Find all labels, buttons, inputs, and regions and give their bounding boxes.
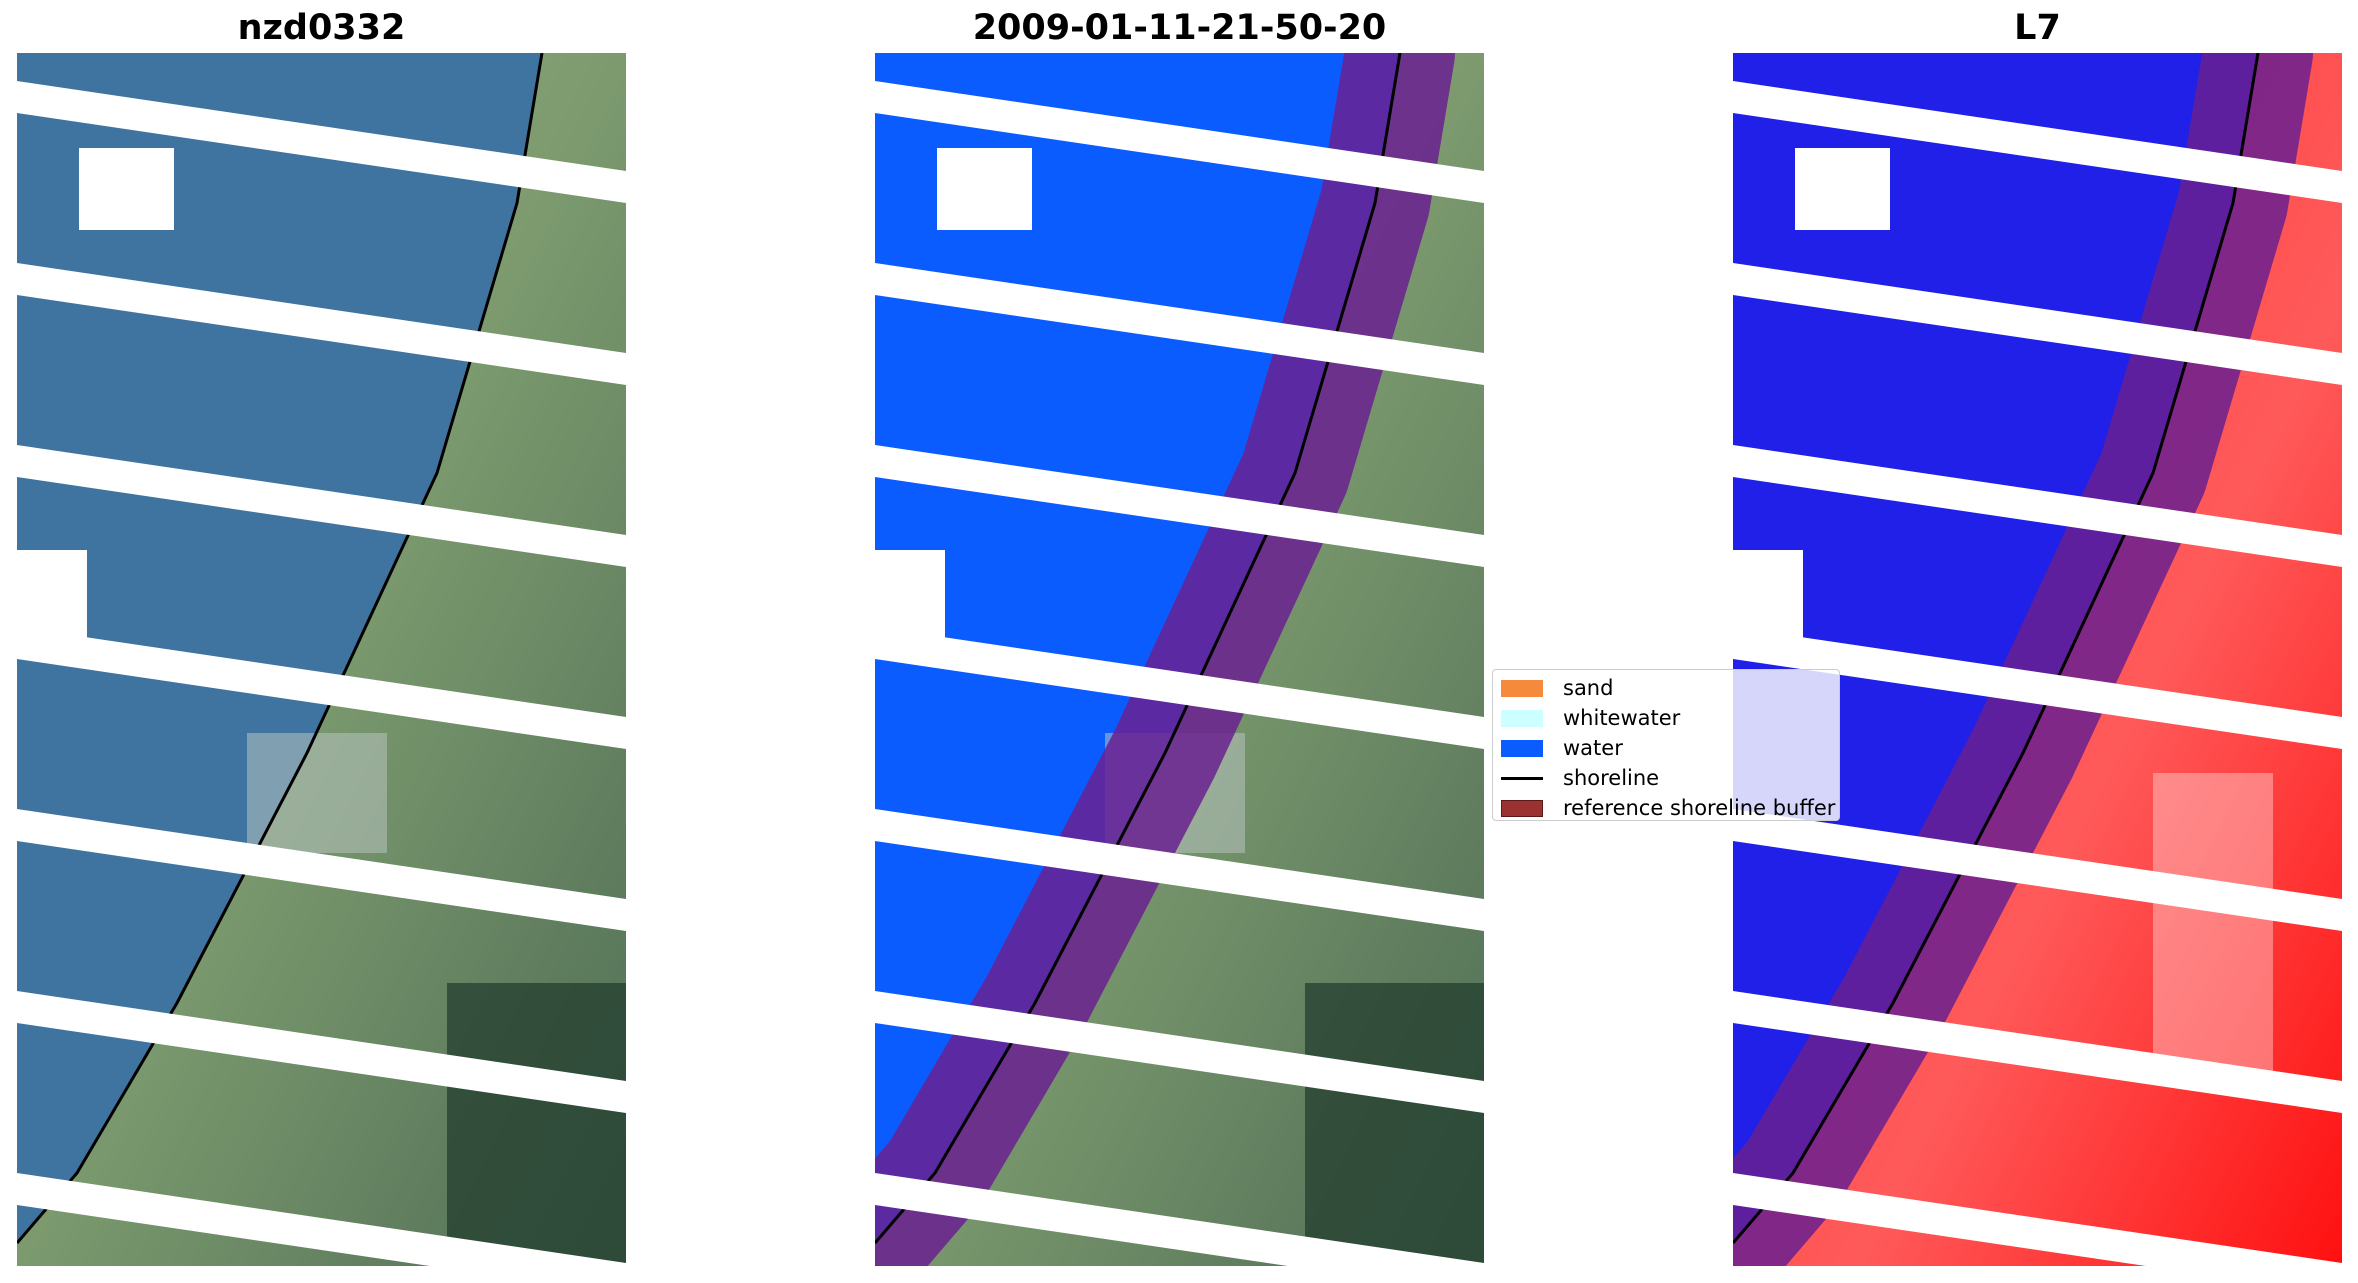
legend-item-whitewater: whitewater	[1501, 703, 1680, 733]
legend: sand whitewater water shoreline referenc…	[1492, 669, 1840, 821]
shoreline-line-icon	[1501, 776, 1543, 780]
legend-item-water: water	[1501, 733, 1623, 763]
legend-label-shoreline: shoreline	[1563, 766, 1660, 790]
panel-title-rgb: nzd0332	[237, 8, 406, 48]
water-swatch	[1501, 739, 1543, 757]
legend-item-buffer: reference shoreline buffer	[1501, 793, 1836, 820]
legend-label-whitewater: whitewater	[1563, 706, 1681, 730]
l7-image	[1733, 53, 2342, 1266]
panel-title-l7: L7	[2014, 8, 2061, 48]
legend-label-sand: sand	[1563, 676, 1614, 700]
rgb-image	[17, 53, 626, 1266]
classification-image	[875, 53, 1484, 1266]
legend-label-buffer: reference shoreline buffer	[1563, 796, 1836, 820]
legend-label-water: water	[1563, 736, 1623, 760]
whitewater-swatch	[1501, 709, 1543, 727]
legend-item-sand: sand	[1501, 673, 1613, 703]
sand-swatch	[1501, 679, 1543, 697]
buffer-swatch	[1501, 799, 1543, 817]
legend-item-shoreline: shoreline	[1501, 763, 1659, 793]
panel-title-classification: 2009-01-11-21-50-20	[972, 8, 1387, 48]
